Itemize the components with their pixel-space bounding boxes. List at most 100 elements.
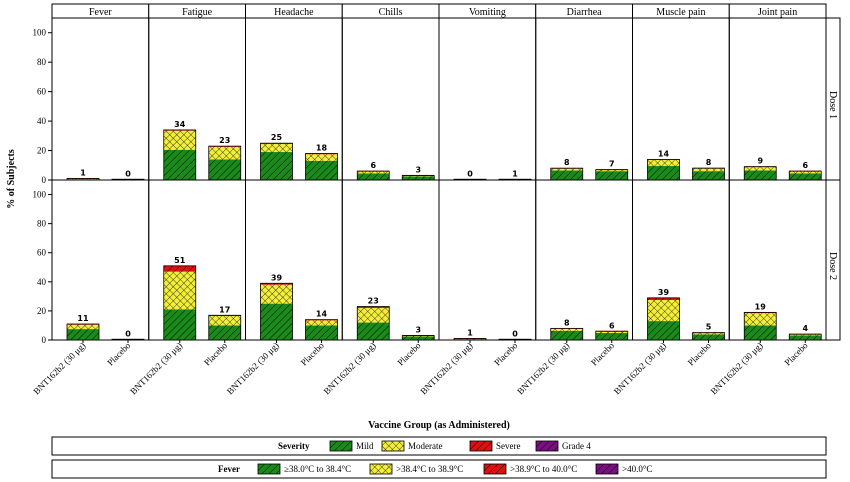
panel-header-label: Chills (379, 7, 403, 18)
bar-count-label: 11 (77, 314, 89, 323)
panel-frame (438, 17, 537, 181)
y-tick-label: 60 (37, 87, 47, 97)
y-tick-label: 20 (37, 146, 47, 156)
bar-count-label: 51 (174, 256, 186, 265)
bar-segment-hatch (692, 171, 725, 180)
bar-segment-hatch (260, 284, 293, 304)
bar-segment-hatch (163, 309, 196, 340)
bar-count-label: 34 (174, 120, 186, 129)
bar-segment-hatch (789, 334, 822, 336)
bar-segment-hatch (260, 303, 293, 340)
bar-count-label: 6 (609, 321, 615, 330)
bar-count-label: 4 (802, 324, 808, 333)
x-tick-label: Placebo (492, 340, 520, 368)
bar-segment-hatch (163, 271, 196, 310)
bar-segment-hatch (550, 330, 583, 340)
x-tick-label: BNT162b2 (30 μg) (515, 340, 571, 396)
bar-count-label: 19 (755, 302, 767, 311)
bar-segment-hatch (305, 325, 338, 340)
legend-item-label: >40.0°C (622, 464, 652, 474)
bar-segment-hatch (550, 170, 583, 180)
y-tick-label: 20 (37, 306, 47, 316)
bar-segment-hatch (357, 322, 390, 340)
legend-title: Fever (218, 464, 240, 474)
panel-frame (632, 17, 730, 181)
x-tick-label: Placebo (686, 340, 714, 368)
bar-count-label: 39 (271, 273, 283, 282)
legend-swatch-hatch (595, 463, 619, 475)
bar-segment-hatch (647, 166, 680, 180)
bar-segment-hatch (744, 167, 777, 171)
bar-count-label: 6 (370, 161, 376, 170)
bar-count-label: 8 (564, 318, 570, 327)
panel-header-label: Vomiting (469, 7, 506, 18)
bar-segment-hatch (789, 171, 822, 174)
bar-count-label: 25 (271, 133, 283, 142)
y-tick-label: 40 (37, 277, 47, 287)
legend-box (51, 436, 827, 456)
bar-count-label: 8 (564, 158, 570, 167)
legend-item-label: Grade 4 (562, 441, 591, 451)
x-tick-label: BNT162b2 (30 μg) (612, 340, 668, 396)
bar-count-label: 39 (658, 288, 670, 297)
bar-count-label: 17 (219, 305, 230, 314)
panel-header-label: Fatigue (182, 7, 213, 18)
bar-segment-hatch (692, 333, 725, 335)
bar-segment-hatch (260, 283, 293, 285)
x-tick-label: BNT162b2 (30 μg) (418, 340, 474, 396)
y-tick-label: 0 (42, 335, 47, 345)
x-tick-label: BNT162b2 (30 μg) (128, 340, 184, 396)
bar-segment-hatch (595, 171, 628, 180)
y-tick-label: 60 (37, 248, 47, 258)
panel-frame (728, 17, 827, 181)
bar-segment-hatch (402, 176, 435, 180)
bar-segment-hatch (550, 168, 583, 171)
legend-title: Severity (278, 441, 310, 451)
row-strip-label: Dose 1 (827, 91, 838, 119)
legend-item-label: >38.4°C to 38.9°C (396, 464, 463, 474)
x-tick-label: BNT162b2 (30 μg) (709, 340, 765, 396)
bar-segment-hatch (305, 320, 338, 326)
bar-segment-hatch (454, 339, 486, 340)
bar-count-label: 5 (706, 323, 712, 332)
panel-frame (245, 179, 343, 341)
bar-segment-hatch (163, 149, 196, 180)
bar-segment-hatch (595, 333, 628, 340)
bar-count-label: 1 (80, 169, 86, 178)
panel-header-label: Fever (89, 7, 112, 18)
bar-segment-hatch (163, 130, 196, 150)
bar-count-label: 9 (757, 157, 763, 166)
bar-segment-hatch (647, 321, 680, 340)
bar-segment-hatch (67, 178, 99, 180)
bar-segment-hatch (789, 173, 822, 180)
y-tick-label: 100 (33, 28, 47, 38)
panel-frame (728, 179, 827, 341)
bar-segment-hatch (744, 313, 777, 326)
x-tick-label: BNT162b2 (30 μg) (225, 340, 281, 396)
bar-count-label: 14 (316, 310, 328, 319)
bar-segment-hatch (357, 173, 390, 180)
bar-segment-hatch (550, 328, 583, 331)
x-tick-label: Placebo (299, 340, 327, 368)
bar-count-label: 1 (512, 169, 518, 178)
bar-segment-hatch (357, 308, 390, 323)
legend-swatch-hatch (369, 463, 393, 475)
panel-header-label: Muscle pain (656, 7, 705, 18)
bar-segment-hatch (647, 297, 680, 300)
bar-count-label: 3 (415, 166, 421, 175)
bar-count-label: 6 (802, 161, 808, 170)
bar-segment-hatch (357, 306, 390, 308)
panel-frame (51, 179, 150, 341)
bar-count-label: 14 (658, 149, 670, 158)
bar-segment-hatch (357, 171, 390, 174)
legend-swatch-hatch (329, 440, 353, 452)
bar-segment-hatch (744, 325, 777, 340)
legend-item-label: Severe (496, 441, 521, 451)
x-tick-label: Placebo (782, 340, 810, 368)
panel-header-label: Joint pain (758, 7, 797, 18)
bar-segment-hatch (744, 170, 777, 180)
bar-segment-hatch (260, 143, 293, 153)
legend-item-label: >38.9°C to 40.0°C (510, 464, 577, 474)
bar-segment-hatch (647, 159, 680, 167)
